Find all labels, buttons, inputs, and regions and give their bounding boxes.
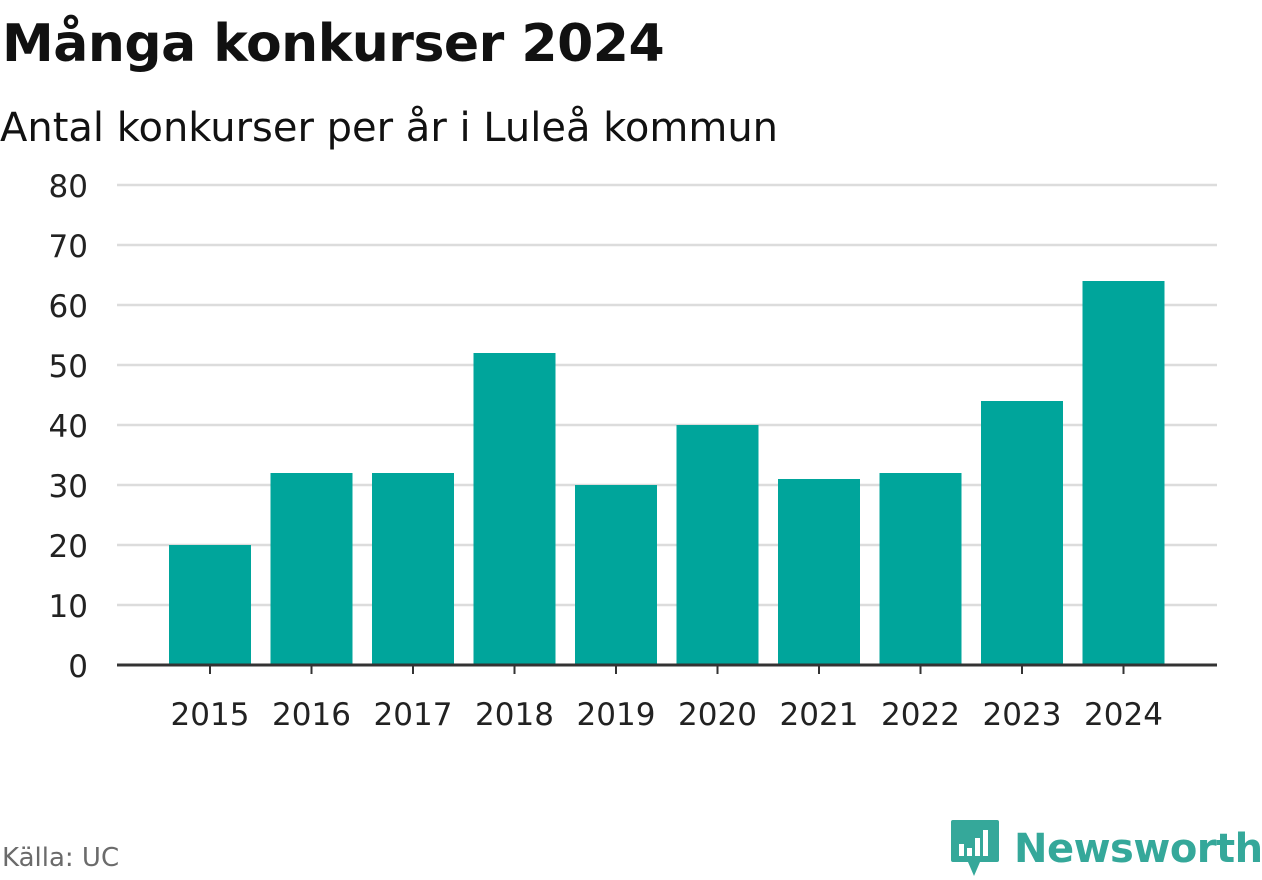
bar-2023 [981, 401, 1063, 665]
bar-2016 [270, 473, 353, 665]
chart-title: Många konkurser 2024 [2, 14, 665, 74]
bar-2022 [879, 473, 962, 665]
x-tick-label-2024: 2024 [1084, 697, 1163, 733]
x-tick-label-2019: 2019 [577, 697, 656, 733]
x-tick-label-2017: 2017 [374, 697, 453, 733]
bar-2017 [372, 473, 454, 665]
y-tick-label-10: 10 [49, 589, 88, 625]
y-tick-label-70: 70 [49, 229, 88, 265]
x-tick-label-2020: 2020 [678, 697, 757, 733]
chart-subtitle: Antal konkurser per år i Luleå kommun [0, 105, 779, 151]
bar-2015 [169, 545, 251, 665]
y-tick-label-20: 20 [49, 529, 88, 565]
y-tick-label-50: 50 [49, 349, 88, 385]
bar-2024 [1082, 281, 1165, 665]
source-note: Källa: UC [2, 843, 120, 873]
bar-2019 [575, 485, 657, 665]
x-tick-label-2015: 2015 [171, 697, 250, 733]
x-tick-label-2018: 2018 [475, 697, 554, 733]
brand-logo: Newsworthy [950, 818, 1262, 880]
bar-2020 [676, 425, 759, 665]
bar-2021 [778, 479, 860, 665]
brand-name: Newsworthy [1014, 826, 1262, 872]
bar-2018 [473, 353, 556, 665]
y-tick-label-0: 0 [68, 649, 88, 685]
x-tick-label-2016: 2016 [272, 697, 351, 733]
y-tick-label-60: 60 [49, 289, 88, 325]
y-tick-label-30: 30 [49, 469, 88, 505]
x-tick-label-2021: 2021 [780, 697, 859, 733]
y-tick-label-40: 40 [49, 409, 88, 445]
bar-chart-speech-bubble-icon [951, 820, 999, 876]
x-tick-label-2023: 2023 [983, 697, 1062, 733]
y-tick-label-80: 80 [49, 169, 88, 205]
x-tick-label-2022: 2022 [881, 697, 960, 733]
